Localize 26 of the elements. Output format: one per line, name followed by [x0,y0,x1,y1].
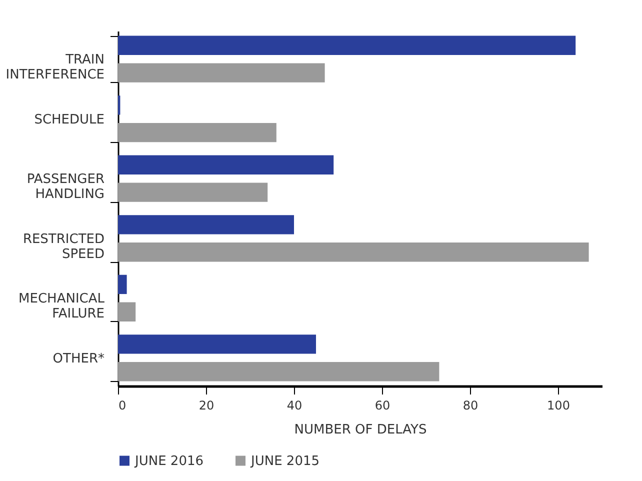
x-tick-label: 80 [462,398,478,412]
y-tick-label: RESTRICTED SPEED [22,232,104,262]
bar [118,36,576,55]
x-tick-label: 60 [374,398,390,412]
bar [118,122,276,142]
y-tick-label: MECHANICAL FAILURE [18,292,106,322]
legend-label: JUNE 2016 [134,454,204,469]
bar [118,362,440,382]
bar [118,215,294,234]
bar [118,334,316,354]
y-tick-label: OTHER* [52,351,105,366]
x-axis-title: NUMBER OF DELAYS [294,422,427,438]
y-tick-label: SCHEDULE [34,112,104,128]
x-tick-label: 40 [286,398,302,412]
bar [118,182,268,202]
bar [118,155,334,175]
bar [118,242,589,262]
bar [118,63,325,82]
x-tick-label: 100 [547,398,570,412]
bar [118,274,127,294]
x-tick-label: 20 [198,398,214,412]
bar [118,302,136,322]
x-tick-label: 0 [118,398,126,412]
y-tick-label: PASSENGER HANDLING [26,172,104,202]
y-tick-label: TRAIN INTERFERENCE [6,52,104,83]
legend-label: JUNE 2015 [250,454,320,469]
